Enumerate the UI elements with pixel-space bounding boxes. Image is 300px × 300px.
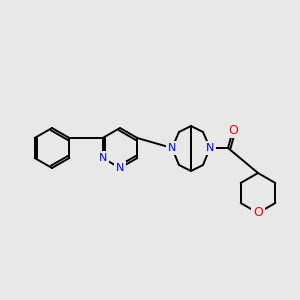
Text: N: N [116,163,124,173]
Text: O: O [253,206,263,220]
Text: N: N [98,153,107,163]
Text: N: N [168,143,176,153]
Text: O: O [228,124,238,136]
Text: N: N [206,143,214,153]
